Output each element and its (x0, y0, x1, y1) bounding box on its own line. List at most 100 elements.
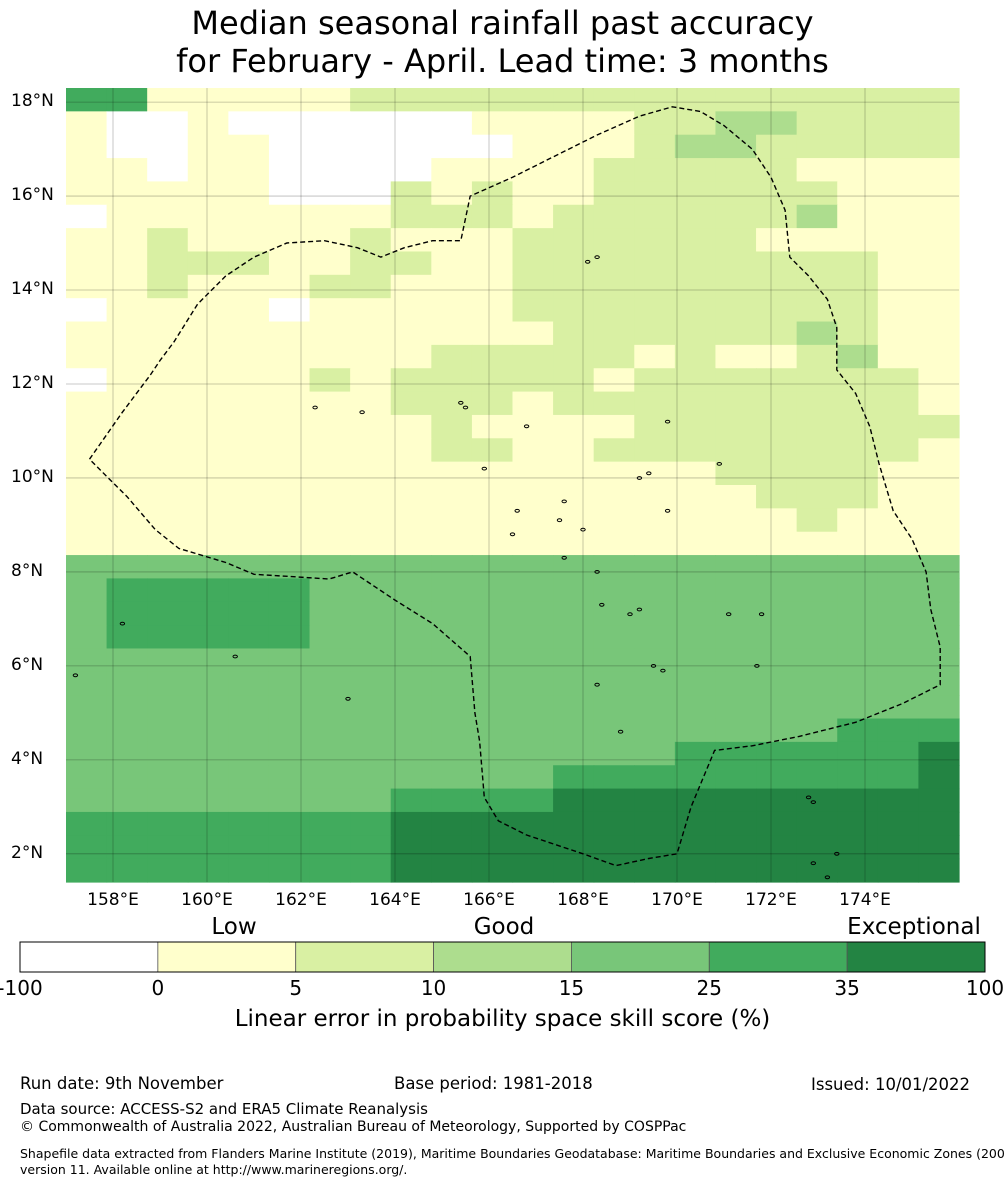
grid-cell (66, 555, 108, 580)
grid-cell (390, 695, 432, 720)
grid-cell (674, 228, 717, 253)
grid-cell (228, 508, 270, 533)
grid-cell (106, 368, 148, 393)
grid-cell (756, 181, 798, 206)
grid-cell (593, 485, 635, 509)
grid-cell (268, 204, 311, 229)
grid-cell (674, 858, 717, 883)
grid-cell (837, 811, 879, 836)
grid-cell (796, 111, 838, 136)
island-outline (599, 602, 605, 607)
grid-cell (512, 625, 554, 650)
grid-cell (268, 601, 311, 626)
grid-cell (756, 741, 798, 766)
grid-cell (106, 718, 148, 743)
colorbar-segment (846, 941, 986, 973)
grid-cell (918, 321, 960, 346)
grid-cell (796, 321, 838, 346)
grid-cell (390, 274, 432, 299)
grid-cell (877, 344, 920, 369)
grid-cell (512, 134, 554, 159)
grid-cell (106, 321, 148, 346)
grid-cell (431, 414, 473, 439)
grid-cell (715, 111, 757, 136)
grid-cell (634, 531, 676, 556)
grid-cell (837, 578, 879, 603)
grid-cell (309, 508, 351, 533)
grid-cell (796, 438, 838, 463)
grid-cell (350, 648, 392, 673)
grid-cell (593, 531, 635, 556)
grid-cell (431, 134, 473, 159)
grid-cell (634, 438, 676, 463)
grid-cell (918, 485, 960, 509)
data-source: Data source: ACCESS-S2 and ERA5 Climate … (20, 1100, 428, 1118)
run-date: Run date: 9th November (20, 1074, 224, 1093)
colorbar-tick-label: 10 (420, 976, 447, 1000)
grid-cell (674, 158, 717, 183)
grid-cell (877, 368, 920, 393)
grid-cell (634, 648, 676, 673)
grid-cell (756, 438, 798, 463)
grid-cell (837, 181, 879, 206)
grid-cell (593, 578, 635, 603)
grid-cell (147, 228, 189, 253)
grid-cell (147, 204, 189, 229)
grid-cell (309, 671, 351, 696)
colorbar-segment (571, 941, 710, 973)
grid-cell (553, 835, 595, 860)
grid-cell (593, 181, 635, 206)
grid-cell (268, 811, 311, 836)
longitude-label: 160°E (181, 890, 233, 910)
grid-cell (431, 88, 473, 112)
grid-cell (715, 625, 757, 650)
island-outline (758, 612, 765, 617)
grid-cell (918, 298, 960, 323)
grid-cell (228, 438, 270, 463)
grid-cell (634, 765, 676, 790)
grid-cell (674, 555, 717, 580)
grid-cell (837, 695, 879, 720)
grid-cell (471, 485, 514, 509)
colorbar-tick-label: 100 (965, 976, 1005, 1000)
grid-cell (593, 811, 635, 836)
grid-cell (918, 858, 960, 883)
grid-cell (350, 671, 392, 696)
grid-cell (837, 508, 879, 533)
grid-cell (593, 625, 635, 650)
grid-cell (187, 858, 229, 883)
grid-cell (228, 625, 270, 650)
island-outlines (72, 255, 840, 880)
grid-cell (877, 391, 920, 416)
grid-cell (147, 111, 189, 136)
grid-cell (147, 741, 189, 766)
grid-cell (309, 858, 351, 883)
grid-cell (674, 578, 717, 603)
island-outline (834, 851, 840, 856)
grid-cell (390, 485, 432, 509)
grid-cell (147, 508, 189, 533)
grid-cell (877, 204, 920, 229)
grid-cell (634, 274, 676, 299)
grid-cell (431, 274, 473, 299)
grid-cell (634, 788, 676, 813)
grid-cell (431, 485, 473, 509)
grid-cell (106, 741, 148, 766)
grid-cell (634, 485, 676, 509)
grid-cell (674, 298, 717, 323)
grid-cell (918, 181, 960, 206)
grid-cell (106, 625, 148, 650)
grid-cell (918, 601, 960, 626)
grid-cell (674, 88, 717, 112)
grid-cell (837, 391, 879, 416)
grid-cell (715, 671, 757, 696)
grid-cell (106, 134, 148, 159)
grid-cell (431, 625, 473, 650)
grid-cell (877, 601, 920, 626)
grid-cell (228, 555, 270, 580)
grid-cell (796, 344, 838, 369)
grid-cell (66, 111, 108, 136)
legend-category-exceptional: Exceptional (847, 914, 981, 940)
grid-cell (228, 228, 270, 253)
grid-cell (634, 298, 676, 323)
